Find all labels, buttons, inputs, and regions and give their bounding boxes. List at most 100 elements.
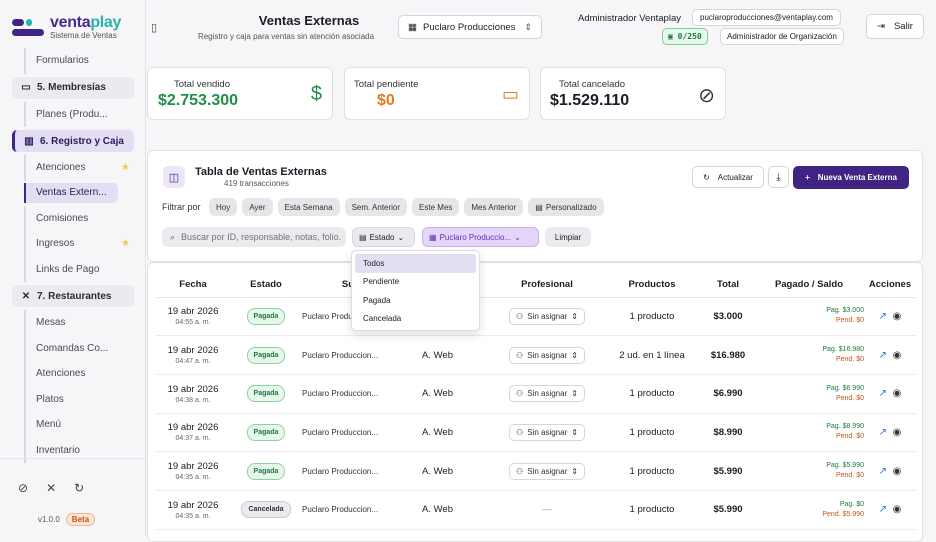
search-input[interactable] — [181, 232, 342, 242]
view-eye-icon[interactable]: ◉ — [892, 465, 902, 477]
filter-chip-3[interactable]: Sem. Anterior — [344, 198, 408, 216]
logo-icon — [12, 17, 44, 39]
refresh-icon[interactable]: ↻ — [74, 481, 85, 495]
cell-status: Pagada — [230, 413, 302, 453]
card-icon: ▭ — [501, 84, 519, 104]
sidebar-item-6[interactable]: Comisiones — [24, 205, 146, 231]
sidebar-item-4[interactable]: Atenciones ★ — [24, 155, 146, 181]
assign-professional-select[interactable]: ⚇ Sin asignar ⇕ — [509, 462, 585, 480]
table-row[interactable]: 19 abr 2026 04:35 a. m. Cancelada Puclaro… — [156, 490, 916, 530]
open-external-icon[interactable]: ↗ — [878, 426, 888, 438]
logout-button[interactable]: ⇥ Salir — [866, 14, 924, 39]
column-header-0[interactable]: Fecha — [156, 273, 230, 298]
refresh-button[interactable]: ↻ Actualizar — [692, 166, 764, 188]
clear-filters-button[interactable]: Limpiar — [545, 227, 591, 247]
open-external-icon[interactable]: ↗ — [878, 465, 888, 477]
cell-status: Pagada — [230, 335, 302, 375]
sidebar-item-label: Planes (Produ... — [36, 108, 108, 120]
register-icon: ▥ — [24, 135, 34, 147]
sidebar-item-10[interactable]: Mesas — [24, 310, 146, 336]
column-header-1[interactable]: Estado — [230, 273, 302, 298]
cell-actions: ↗ ◉ — [864, 490, 916, 530]
open-external-icon[interactable]: ↗ — [878, 388, 888, 400]
cell-status: Pagada — [230, 374, 302, 414]
cell-channel: A. Web — [422, 490, 492, 530]
table-row[interactable]: 19 abr 2026 04:37 a. m. Pagada Puclaro Pr… — [156, 413, 916, 453]
user-icon: ⚇ — [516, 466, 524, 476]
sidebar-section-1[interactable]: ▭ 5. Membresías — [12, 76, 134, 99]
sidebar-item-2[interactable]: Planes (Produ... — [24, 101, 146, 127]
filter-chip-1[interactable]: Ayer — [242, 198, 273, 216]
search-box[interactable]: ⌕ — [162, 227, 346, 247]
cell-channel: A. Web — [422, 413, 492, 453]
sidebar-toggle-icon[interactable]: ▯ — [151, 22, 158, 34]
table-row[interactable]: 19 abr 2026 04:55 a. m. Pagada Puclaro Pr… — [156, 297, 916, 337]
sidebar-item-13[interactable]: Platos — [24, 386, 146, 412]
view-eye-icon[interactable]: ◉ — [892, 426, 902, 438]
user-icon: ⚇ — [516, 350, 524, 360]
brand-logo[interactable]: ventaplay Sistema de Ventas — [12, 15, 121, 40]
download-icon: ⤓ — [776, 171, 781, 183]
sidebar-item-label: Mesas — [36, 317, 66, 329]
column-header-4[interactable]: Profesional — [492, 273, 602, 298]
company-filter[interactable]: ▦ Puclaro Produccio... ⌄ — [422, 227, 539, 247]
view-eye-icon[interactable]: ◉ — [892, 349, 902, 361]
open-external-icon[interactable]: ↗ — [878, 349, 888, 361]
status-badge: Pagada — [246, 346, 286, 364]
sidebar-item-label: Atenciones — [36, 368, 86, 380]
download-button[interactable]: ⤓ — [768, 166, 789, 188]
sidebar-item-15[interactable]: Inventario — [24, 437, 146, 463]
sidebar-item-12[interactable]: Atenciones — [24, 361, 146, 387]
assign-professional-select[interactable]: ⚇ Sin asignar ⇕ — [509, 385, 585, 403]
sidebar-section-9[interactable]: ✕ 7. Restaurantes — [12, 285, 134, 307]
filter-chip-6[interactable]: ▤ Personalizado — [528, 198, 604, 216]
assign-professional-select[interactable]: ⚇ Sin asignar ⇕ — [509, 346, 585, 364]
sidebar-section-3[interactable]: ▥ 6. Registro y Caja — [12, 130, 134, 152]
sidebar-item-14[interactable]: Menú — [24, 412, 146, 438]
column-header-5[interactable]: Productos — [602, 273, 702, 298]
dropdown-option-2[interactable]: Pagada — [363, 295, 391, 305]
sidebar-item-8[interactable]: Links de Pago — [24, 256, 146, 282]
cell-channel: A. Web — [422, 451, 492, 491]
column-header-6[interactable]: Total — [702, 273, 754, 298]
dropdown-option-0[interactable]: Todos — [355, 254, 476, 273]
sidebar-item-7[interactable]: Ingresos ★ — [24, 231, 146, 257]
compass-icon[interactable]: ⊘ — [18, 481, 29, 495]
chevron-updown-icon: ⇕ — [524, 21, 532, 32]
assign-professional-select[interactable]: ⚇ Sin asignar ⇕ — [509, 423, 585, 441]
estado-filter[interactable]: ▤ Estado ⌄ — [352, 227, 415, 247]
view-eye-icon[interactable]: ◉ — [892, 388, 902, 400]
sidebar-item-5[interactable]: Ventas Extern... — [24, 182, 118, 203]
cell-products: 1 producto — [602, 297, 702, 337]
view-eye-icon[interactable]: ◉ — [892, 310, 902, 322]
filter-chip-0[interactable]: Hoy — [209, 198, 238, 216]
tools-icon[interactable]: ✕ — [46, 481, 57, 495]
view-eye-icon[interactable]: ◉ — [892, 504, 902, 516]
company-selector[interactable]: ▦ Puclaro Producciones ⇕ — [398, 15, 542, 39]
sidebar-item-0[interactable]: Formularios — [24, 48, 146, 74]
sidebar-item-label: Links de Pago — [36, 263, 100, 275]
status-badge: Pagada — [246, 385, 286, 403]
cell-date: 19 abr 2026 04:35 a. m. — [156, 451, 230, 491]
filter-chip-5[interactable]: Mes Anterior — [464, 198, 524, 216]
table-row[interactable]: 19 abr 2026 04:35 a. m. Pagada Puclaro Pr… — [156, 451, 916, 491]
open-external-icon[interactable]: ↗ — [878, 310, 888, 322]
open-external-icon[interactable]: ↗ — [878, 504, 888, 516]
table-row[interactable]: 19 abr 2026 04:47 a. m. Pagada Puclaro Pr… — [156, 335, 916, 375]
chevron-updown-icon: ⇕ — [571, 466, 578, 476]
column-header-8[interactable]: Acciones — [864, 273, 916, 298]
sidebar-item-11[interactable]: Comandas Co... — [24, 335, 146, 361]
assign-professional-select[interactable]: ⚇ Sin asignar ⇕ — [509, 307, 585, 325]
filter-chip-2[interactable]: Esta Semana — [277, 198, 340, 216]
building-icon: ▦ — [429, 232, 437, 242]
dropdown-option-3[interactable]: Cancelada — [363, 314, 402, 324]
dropdown-option-1[interactable]: Pendiente — [363, 277, 400, 287]
usage-counter: ▣ 0/250 — [662, 28, 708, 45]
sidebar-item-label: 6. Registro y Caja — [40, 135, 124, 147]
role-badge: Administrador de Organización — [720, 28, 844, 45]
filter-chip-4[interactable]: Este Mes — [412, 198, 460, 216]
column-header-7[interactable]: Pagado / Saldo — [754, 273, 864, 298]
sidebar-item-label: Comandas Co... — [36, 342, 109, 354]
table-row[interactable]: 19 abr 2026 04:38 a. m. Pagada Puclaro Pr… — [156, 374, 916, 414]
new-external-sale-button[interactable]: + Nueva Venta Externa — [793, 166, 909, 189]
